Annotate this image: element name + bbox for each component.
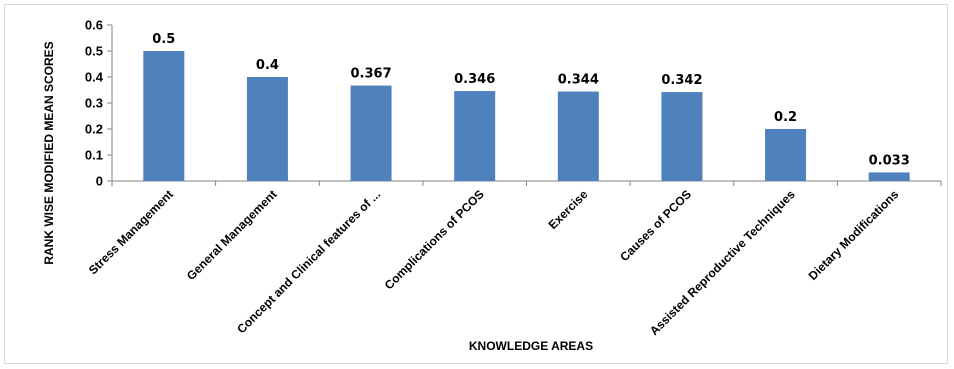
y-tick-label: 0.5 bbox=[85, 44, 103, 59]
y-tick-label: 0.6 bbox=[85, 18, 103, 33]
y-tick-label: 0.1 bbox=[85, 148, 103, 163]
category-label: Exercise bbox=[546, 187, 591, 232]
data-label: 0.2 bbox=[774, 110, 797, 125]
data-label: 0.367 bbox=[351, 67, 392, 82]
category-label: General Management bbox=[184, 187, 280, 283]
bar bbox=[350, 85, 392, 181]
data-labels: 0.5 0.4 0.367 0.346 0.344 0.342 0.2 0.033 bbox=[152, 32, 909, 168]
category-label: Dietary Modifications bbox=[806, 187, 902, 283]
y-tick-label: 0 bbox=[96, 174, 103, 189]
bar bbox=[765, 129, 807, 181]
data-label: 0.344 bbox=[558, 73, 599, 88]
bar bbox=[454, 91, 496, 181]
category-label: Complications of PCOS bbox=[382, 187, 487, 292]
bar bbox=[557, 91, 599, 181]
bar bbox=[868, 172, 910, 181]
bars bbox=[143, 51, 910, 181]
data-label: 0.346 bbox=[454, 72, 495, 87]
y-axis-title: RANK WISE MODIFIED MEAN SCORES bbox=[42, 41, 56, 264]
bar bbox=[661, 92, 703, 181]
bar-chart: 0 0.1 0.2 0.3 0.4 0.5 0.6 0.5 0.4 0.367 0.346 0.34… bbox=[42, 18, 942, 353]
x-axis bbox=[111, 180, 942, 186]
data-label: 0.5 bbox=[152, 32, 175, 47]
chart-frame: 0 0.1 0.2 0.3 0.4 0.5 0.6 0.5 0.4 0.367 0.346 0.34… bbox=[4, 4, 948, 364]
data-label: 0.342 bbox=[661, 73, 702, 88]
data-label: 0.033 bbox=[869, 153, 910, 168]
data-label: 0.4 bbox=[256, 58, 279, 73]
bar bbox=[246, 77, 288, 181]
bar bbox=[143, 51, 185, 181]
y-axis: 0 0.1 0.2 0.3 0.4 0.5 0.6 bbox=[85, 18, 113, 189]
y-tick-label: 0.3 bbox=[85, 96, 103, 111]
category-label: Stress Management bbox=[86, 187, 176, 277]
y-tick-label: 0.4 bbox=[85, 70, 104, 85]
category-labels: Stress Management General ManagementConce… bbox=[86, 187, 902, 338]
x-axis-title: KNOWLEDGE AREAS bbox=[469, 339, 593, 353]
y-tick-label: 0.2 bbox=[85, 122, 103, 137]
category-label: Causes of PCOS bbox=[617, 187, 694, 264]
